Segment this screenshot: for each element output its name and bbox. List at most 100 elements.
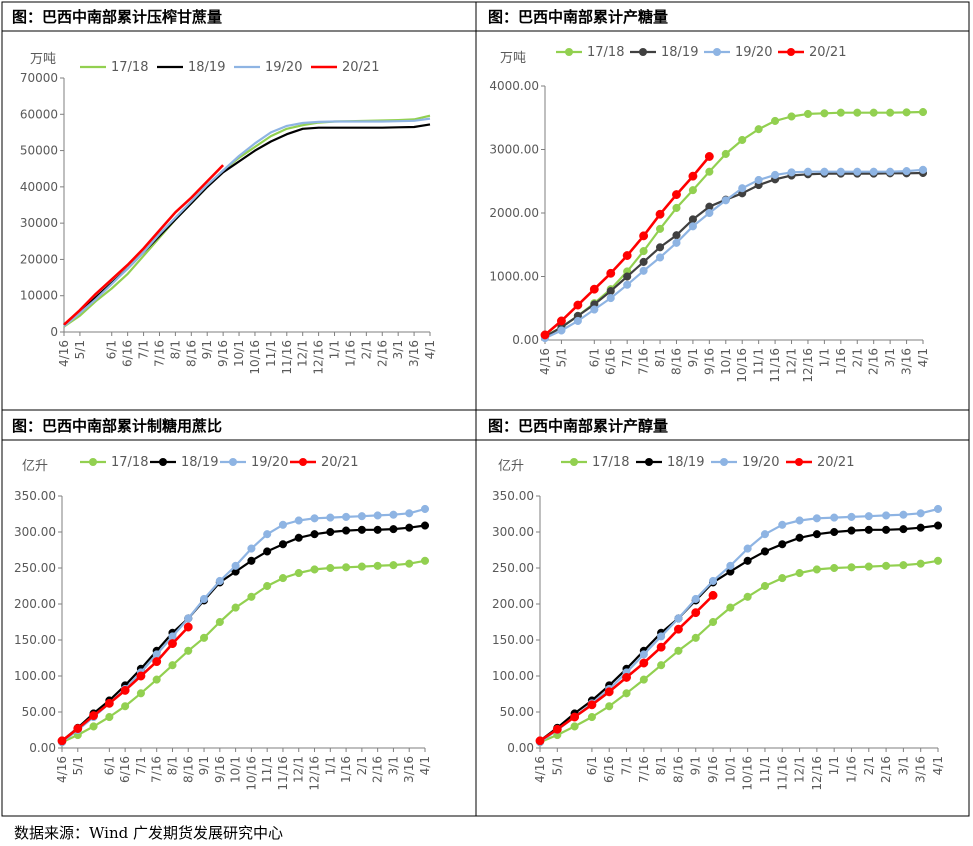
legend-label: 19/20 xyxy=(265,60,302,75)
data-point xyxy=(357,512,366,521)
data-point xyxy=(373,561,382,570)
data-point xyxy=(247,556,256,565)
legend: 17/18 18/19 19/20 20/21 xyxy=(80,60,379,75)
y-tick-label: 1000.00 xyxy=(489,270,539,284)
x-tick-label: 4/16 xyxy=(533,756,547,783)
data-point xyxy=(57,736,67,746)
x-tick-label: 6/1 xyxy=(105,340,119,359)
legend-label: 20/21 xyxy=(817,455,854,470)
data-point xyxy=(688,222,697,231)
data-point xyxy=(310,565,319,574)
data-point xyxy=(263,547,272,556)
x-tick-label: 1/1 xyxy=(328,340,342,359)
data-point xyxy=(820,167,829,176)
data-point xyxy=(342,526,351,535)
data-point xyxy=(672,231,681,240)
data-point xyxy=(655,253,665,262)
x-tick-label: 3/16 xyxy=(407,340,421,367)
y-axis-unit-label: 亿升 xyxy=(498,459,524,474)
y-tick-label: 100.00 xyxy=(14,669,56,683)
y-tick-label: 4000.00 xyxy=(489,79,539,93)
data-point xyxy=(215,576,224,586)
data-point xyxy=(847,526,856,535)
data-point xyxy=(184,646,193,655)
data-point xyxy=(420,556,430,565)
data-point xyxy=(199,594,209,604)
data-point xyxy=(933,504,943,514)
legend-label: 17/18 xyxy=(587,45,624,60)
data-point xyxy=(691,608,701,618)
x-tick-label: 9/1 xyxy=(686,348,700,367)
data-point xyxy=(672,190,681,200)
x-tick-label: 7/16 xyxy=(152,340,166,367)
data-point xyxy=(570,712,580,722)
data-point xyxy=(639,650,648,659)
x-tick-label: 12/16 xyxy=(308,756,322,791)
x-tick-label: 8/1 xyxy=(653,348,667,367)
x-tick-label: 12/1 xyxy=(785,348,799,375)
x-tick-label: 2/1 xyxy=(850,348,864,367)
panel-title: 图：巴西中南部累计产糖量 xyxy=(488,8,668,26)
y-tick-label: 50.00 xyxy=(500,705,534,719)
x-tick-label: 11/16 xyxy=(775,756,789,791)
data-point xyxy=(787,168,796,177)
x-tick-label: 7/1 xyxy=(137,340,151,359)
data-point xyxy=(916,523,925,532)
legend-label: 17/18 xyxy=(111,60,148,75)
data-point xyxy=(342,563,351,572)
data-point xyxy=(184,614,193,623)
data-point xyxy=(795,533,804,542)
legend-label: 18/19 xyxy=(181,455,218,470)
data-point xyxy=(886,167,895,176)
x-tick-label: 7/16 xyxy=(150,756,164,783)
data-point xyxy=(726,561,735,570)
data-point xyxy=(263,530,272,539)
data-point xyxy=(708,590,718,600)
data-point xyxy=(672,203,681,212)
data-point xyxy=(573,300,583,310)
x-tick-label: 11/1 xyxy=(758,756,772,783)
series-line-17-18 xyxy=(539,559,939,744)
panel-title: 图：巴西中南部累计制糖用蔗比 xyxy=(12,417,222,435)
x-tick-label: 9/16 xyxy=(213,756,227,783)
legend-marker xyxy=(795,458,803,466)
data-point xyxy=(916,559,925,568)
data-point xyxy=(864,525,873,534)
y-tick-label: 0.00 xyxy=(29,741,56,755)
x-tick-label: 1/1 xyxy=(827,756,841,775)
data-point xyxy=(933,556,943,565)
x-tick-label: 10/1 xyxy=(719,348,733,375)
x-tick-label: 7/1 xyxy=(620,756,634,775)
data-point xyxy=(899,525,908,534)
legend-label: 20/21 xyxy=(809,45,846,60)
data-point xyxy=(778,574,787,583)
series-line-20-21 xyxy=(544,155,711,336)
series-line-17-18 xyxy=(61,559,426,744)
y-tick-label: 0.00 xyxy=(512,333,539,347)
data-point xyxy=(604,687,614,697)
data-point xyxy=(708,576,718,586)
y-tick-label: 10000 xyxy=(20,289,58,303)
series-line-17-18 xyxy=(63,114,431,328)
data-point xyxy=(639,266,648,275)
data-point xyxy=(389,510,398,519)
data-point xyxy=(278,574,288,583)
data-point xyxy=(812,530,821,539)
legend-label: 19/20 xyxy=(735,45,772,60)
x-tick-label: 12/16 xyxy=(810,756,824,791)
data-point xyxy=(389,561,398,570)
legend-marker xyxy=(159,458,167,466)
x-tick-label: 10/16 xyxy=(735,348,749,383)
y-tick-label: 150.00 xyxy=(492,633,534,647)
y-tick-label: 350.00 xyxy=(492,489,534,503)
data-point xyxy=(738,135,747,145)
data-point xyxy=(639,231,649,241)
x-tick-label: 11/16 xyxy=(276,756,290,791)
legend-marker xyxy=(639,48,647,56)
y-tick-label: 50000 xyxy=(20,144,58,158)
data-point xyxy=(294,516,303,525)
data-point xyxy=(587,700,597,710)
x-tick-label: 10/16 xyxy=(248,340,262,375)
data-point xyxy=(830,527,839,537)
data-point xyxy=(121,702,130,711)
